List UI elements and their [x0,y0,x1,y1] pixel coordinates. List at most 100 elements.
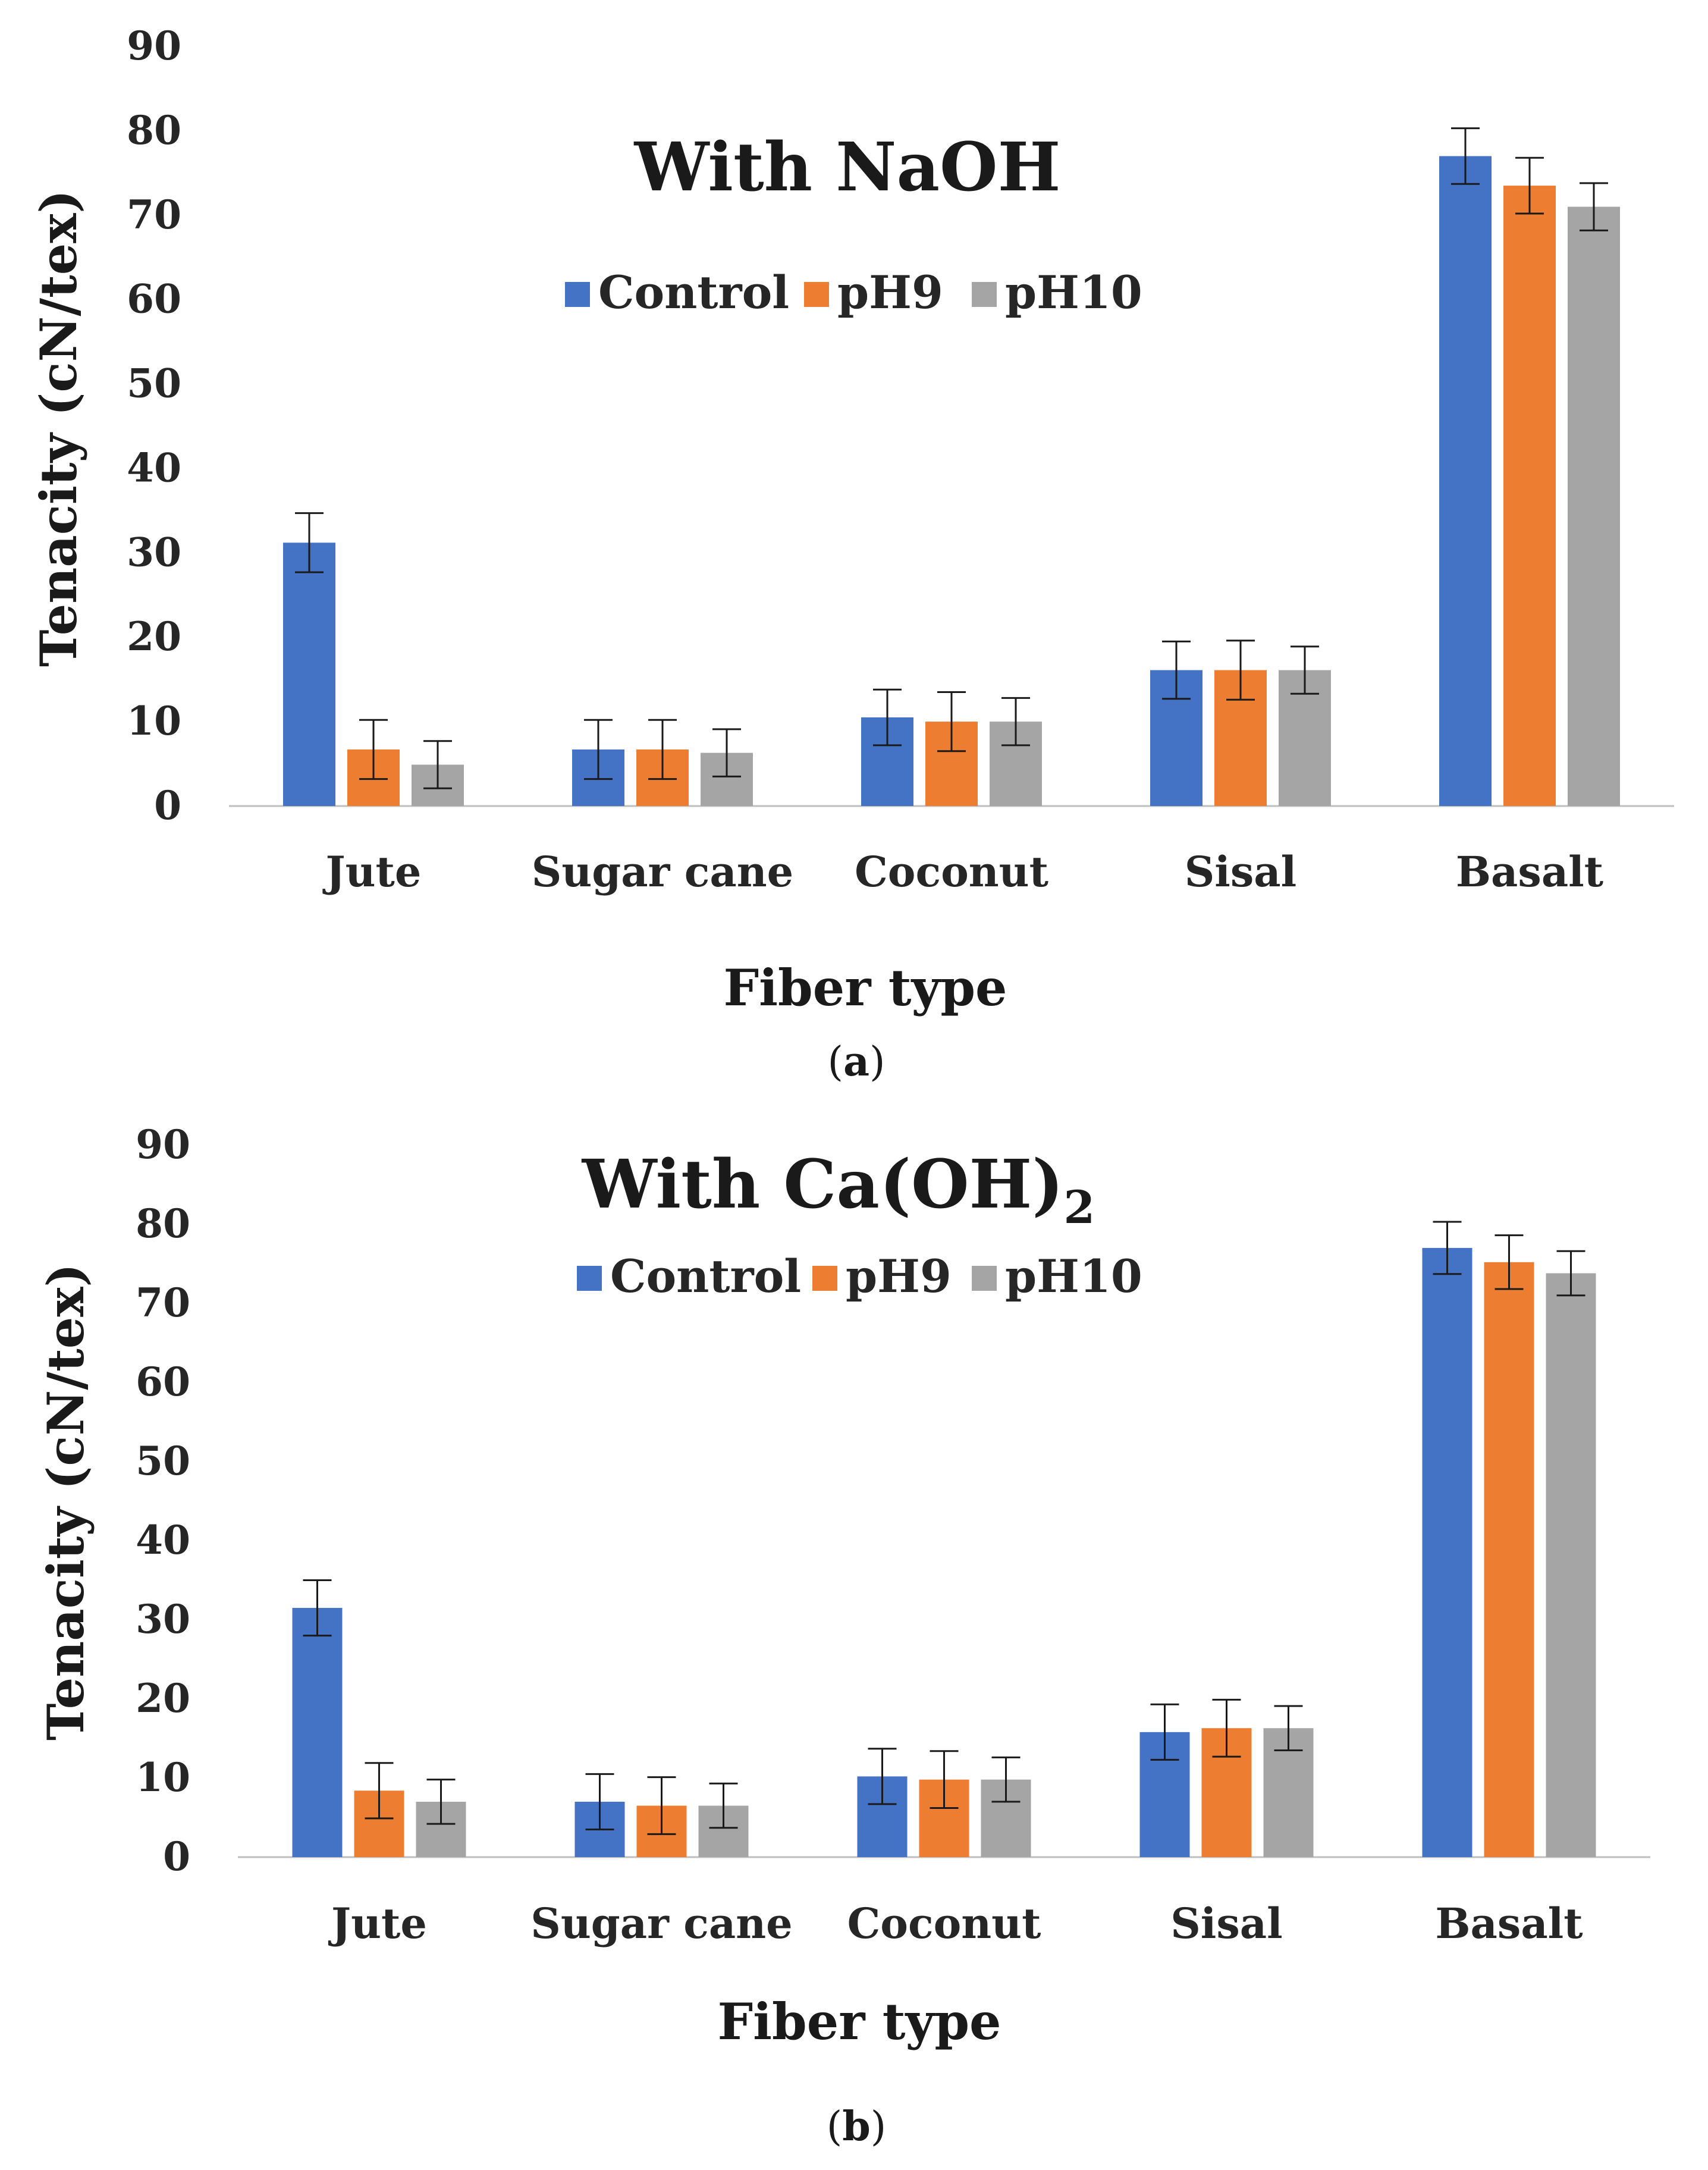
y-tick-label-b-10: 10 [136,1754,190,1801]
error-bar-a-coconut-ph10 [1001,697,1030,747]
error-bar-a-sisal-ph9 [1226,639,1255,701]
bar-a-basalt-ph9 [1503,186,1556,806]
y-tick-label-b-90: 90 [136,1121,190,1168]
error-bar-a-jute-control [295,512,324,573]
error-bar-a-jute-ph10 [423,740,452,789]
bar-a-jute-control [283,542,335,806]
y-tick-label-b-30: 30 [136,1596,190,1642]
error-bar-a-coconut-control [873,688,902,747]
y-tick-label-a-80: 80 [127,107,181,153]
error-bar-b-basalt-ph10 [1556,1250,1585,1297]
x-tick-labels-b: Jute Sugar cane Coconut Sisal Basalt [328,1899,1583,1948]
error-bar-a-basalt-control [1451,127,1480,185]
legend-label-ph9-b: pH9 [846,1250,952,1303]
legend-label-ph10-b: pH10 [1005,1250,1142,1303]
y-tick-label-b-80: 80 [136,1200,190,1247]
chart-title-b-subscript: 2 [1063,1181,1095,1234]
chart-title-a: With NaOH [634,128,1061,206]
error-bars-b [303,1221,1585,1835]
y-tick-label-b-0: 0 [163,1833,190,1880]
y-axis-title-b: Tenacity (cN/tex) [36,1263,95,1741]
error-bar-b-sisal-ph10 [1274,1705,1303,1751]
error-bar-a-coconut-ph9 [937,691,966,752]
chart-panel-a: With NaOH 0 10 20 30 40 50 60 70 80 90 Jute Sugar … [29,23,1674,1086]
y-tick-label-a-60: 60 [127,276,181,322]
legend-swatch-ph10-b [972,1266,997,1291]
error-bar-a-sisal-ph10 [1291,645,1319,695]
y-tick-label-b-60: 60 [136,1359,190,1405]
x-axis-title-b: Fiber type [717,1992,1001,2051]
panel-label-a: (a) [827,1038,885,1086]
y-tick-label-a-50: 50 [127,360,181,407]
error-bar-b-coconut-ph10 [991,1756,1021,1803]
legend-label-ph10-a: pH10 [1005,266,1142,319]
bar-a-basalt-ph10 [1568,206,1620,807]
error-bar-a-sisal-control [1162,640,1191,700]
legend-label-control-b: Control [610,1250,801,1303]
legend-swatch-ph9-a [804,282,829,307]
error-bar-b-sisal-ph9 [1212,1698,1241,1758]
error-bar-b-jute-ph10 [426,1779,456,1825]
x-tick-labels-a: Jute Sugar cane Coconut Sisal Basalt [322,847,1604,896]
error-bar-b-coconut-control [868,1748,897,1805]
legend-swatch-control-b [577,1266,602,1291]
error-bar-a-jute-ph9 [359,719,388,780]
error-bar-a-sugar-cane-ph9 [648,719,677,780]
error-bar-b-basalt-ph9 [1494,1234,1524,1290]
error-bar-b-sisal-control [1150,1703,1179,1761]
x-tick-label-a-jute: Jute [322,847,422,896]
legend-label-ph9-a: pH9 [837,266,943,319]
y-tick-label-b-50: 50 [136,1438,190,1484]
panel-letter-b: b [842,2103,871,2150]
error-bar-b-jute-ph9 [365,1762,394,1820]
bar-b-basalt-ph9 [1484,1262,1534,1857]
y-tick-label-a-20: 20 [127,613,181,660]
x-tick-label-a-basalt: Basalt [1456,847,1603,896]
x-tick-label-b-jute: Jute [328,1899,427,1948]
y-tick-label-a-40: 40 [127,444,181,491]
y-tick-label-a-30: 30 [127,529,181,575]
bar-b-jute-control [292,1608,343,1857]
y-axis-a: 0 10 20 30 40 50 60 70 80 90 [127,23,181,829]
panel-label-b: (b) [827,2103,887,2150]
chart-panel-b: With Ca(OH)2 0 10 20 30 40 50 60 70 80 90 Jute Sug… [36,1121,1650,2150]
error-bar-b-coconut-ph9 [930,1750,959,1810]
chart-title-b: With Ca(OH)2 [582,1146,1095,1234]
y-tick-label-b-20: 20 [136,1675,190,1721]
y-tick-label-a-0: 0 [154,782,181,829]
bar-b-basalt-control [1422,1247,1472,1857]
y-tick-label-a-90: 90 [127,23,181,69]
x-tick-label-a-coconut: Coconut [855,847,1048,896]
y-axis-title-a: Tenacity (cN/tex) [29,190,88,667]
legend-label-control-a: Control [598,266,789,319]
y-tick-label-b-40: 40 [136,1517,190,1563]
legend-swatch-ph10-a [972,282,997,307]
error-bar-b-basalt-control [1433,1221,1462,1275]
error-bars-a [295,127,1608,789]
x-tick-label-b-basalt: Basalt [1435,1899,1583,1948]
y-axis-b: 0 10 20 30 40 50 60 70 80 90 [136,1121,190,1880]
x-tick-label-a-sugar-cane: Sugar cane [532,847,793,896]
error-bar-a-basalt-ph9 [1515,156,1544,215]
y-tick-label-a-10: 10 [127,698,181,744]
error-bar-b-sugar-cane-control [585,1773,614,1830]
legend-swatch-ph9-b [812,1266,837,1291]
bar-b-basalt-ph10 [1546,1273,1596,1857]
bar-a-basalt-control [1439,156,1492,806]
error-bar-a-sugar-cane-ph10 [712,728,741,777]
x-tick-label-b-sugar-cane: Sugar cane [530,1899,792,1948]
error-bar-b-jute-control [303,1579,332,1637]
y-tick-label-b-70: 70 [136,1280,190,1326]
x-tick-label-b-sisal: Sisal [1170,1899,1283,1948]
legend-swatch-control-a [565,282,590,307]
panel-letter-a: a [843,1038,869,1086]
x-tick-label-b-coconut: Coconut [847,1899,1041,1948]
x-axis-title-a: Fiber type [723,958,1007,1017]
error-bar-b-sugar-cane-ph9 [647,1776,676,1835]
y-tick-label-a-70: 70 [127,192,181,238]
legend-a: Control pH9 pH10 [565,266,1142,319]
error-bar-b-sugar-cane-ph10 [709,1782,738,1829]
error-bar-a-basalt-ph10 [1580,182,1608,231]
legend-b: Control pH9 pH10 [577,1250,1142,1303]
chart-title-b-main: With Ca(OH) [582,1146,1064,1224]
